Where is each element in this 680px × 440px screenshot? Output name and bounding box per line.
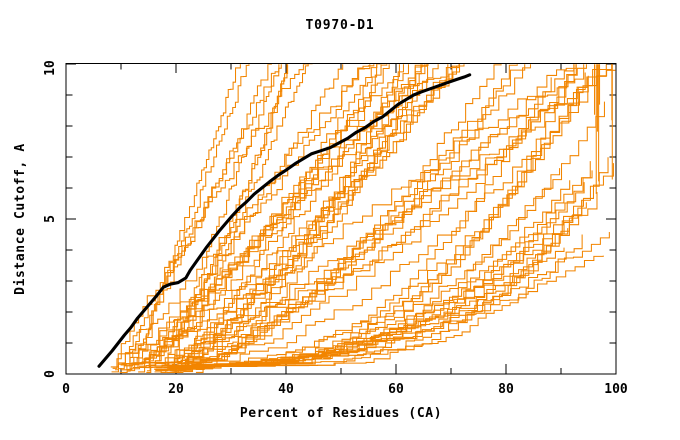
model-curve [118,64,371,370]
y-tick-label: 0 [43,370,58,378]
model-curve [143,64,400,369]
x-tick-label: 80 [498,382,514,397]
model-curve [155,180,571,372]
model-curve [203,157,609,367]
y-tick-label: 5 [43,215,58,223]
model-curve [126,64,375,370]
model-curve [171,64,613,373]
model-curve [171,64,282,365]
highlight-curve [97,73,472,368]
x-axis-minor-ticks [120,63,562,374]
y-axis-major-ticks [66,63,616,375]
x-tick-label: 40 [278,382,294,397]
model-curve [140,64,460,364]
model-curve [138,64,429,373]
y-tick-labels: 0 5 10 [43,60,58,378]
model-curve [131,64,241,364]
model-curve [146,64,577,364]
x-tick-label: 100 [604,382,628,397]
model-curve [183,64,309,371]
highlight-curve-group [97,73,472,368]
x-tick-label: 20 [168,382,184,397]
model-curve [182,64,585,372]
chart-title: T0970-D1 [305,18,374,33]
x-tick-label: 0 [62,382,70,397]
model-curve [129,64,577,370]
model-curve [136,64,575,367]
model-curve [120,64,390,371]
model-curve [182,64,428,365]
y-axis-title: Distance Cutoff, A [13,143,28,295]
model-curve [168,64,607,373]
model-curve [184,72,586,366]
y-tick-label: 10 [43,60,58,76]
model-curve [146,64,344,373]
model-curve [169,247,565,368]
model-curve [110,64,280,368]
x-tick-labels: 0 20 40 60 80 100 [62,382,628,397]
model-curve [138,64,449,364]
model-curve [178,64,382,373]
curves-layer [97,64,616,373]
model-curve [166,64,532,373]
model-curve [163,64,587,369]
model-curve [185,161,591,369]
model-curve [127,64,250,372]
model-curve [164,64,460,366]
model-curve [154,77,589,370]
model-curve [196,64,439,365]
model-curve [156,64,289,369]
model-curve [195,64,526,373]
model-curve [168,64,426,369]
x-axis-title: Percent of Residues (CA) [240,406,442,421]
x-tick-label: 60 [388,382,404,397]
